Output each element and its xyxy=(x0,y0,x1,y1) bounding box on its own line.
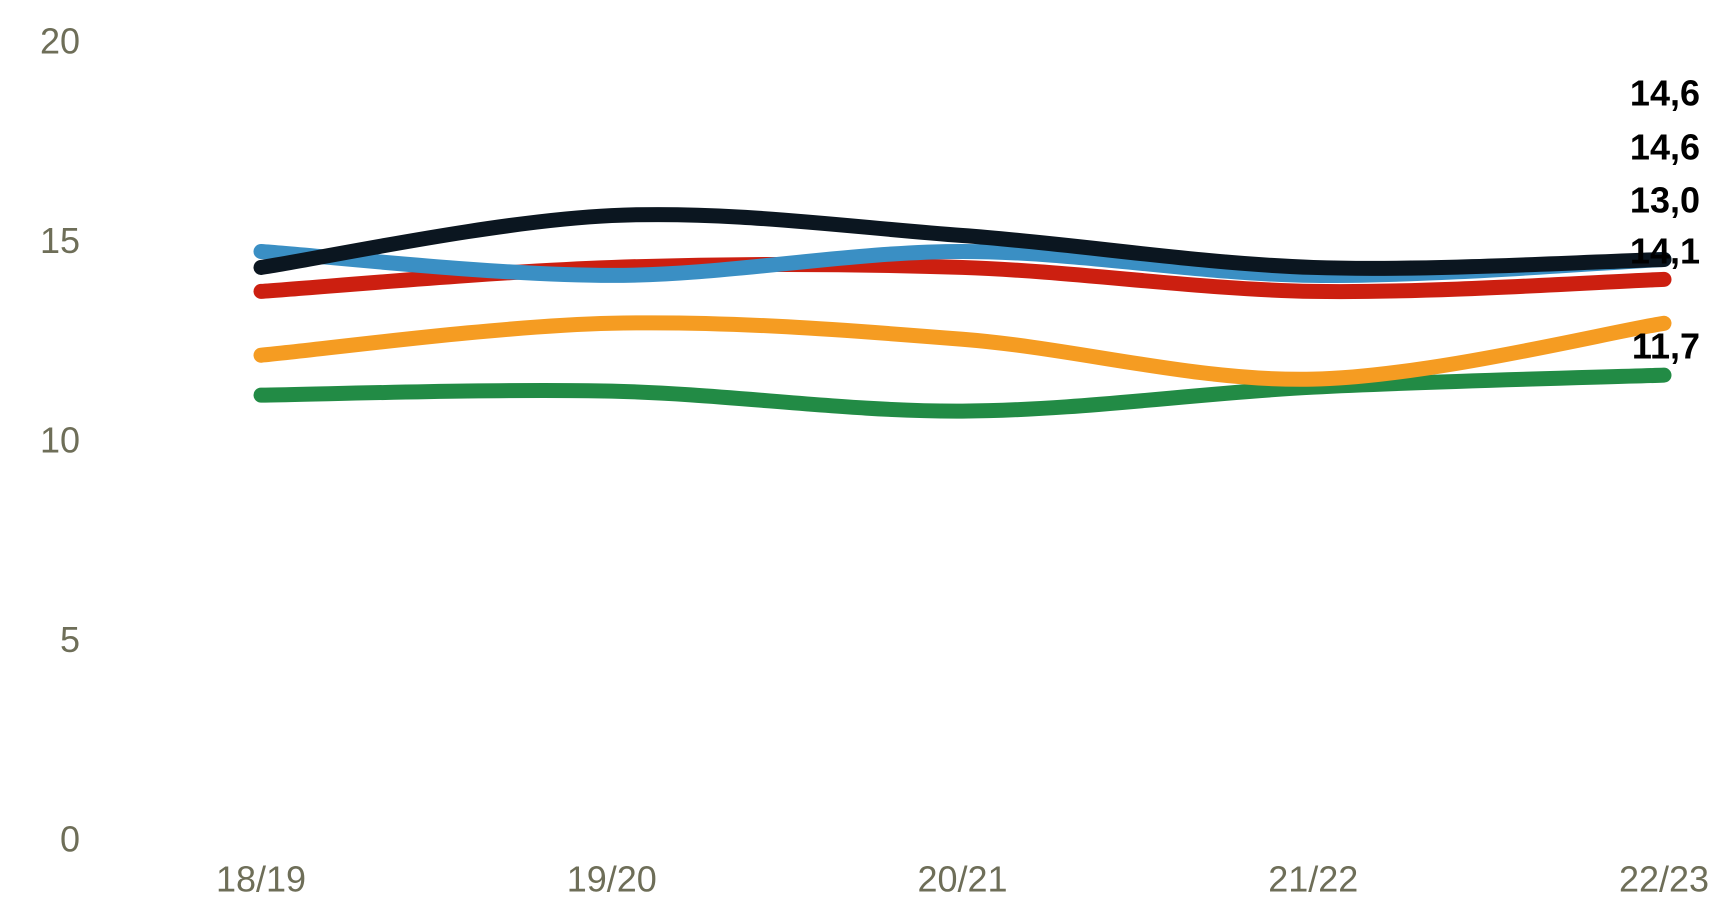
series-line xyxy=(253,207,1672,276)
x-tick-label: 21/22 xyxy=(1268,859,1358,900)
value-label: 11,7 xyxy=(1632,326,1700,367)
y-tick-label: 10 xyxy=(40,420,80,461)
value-label: 14,1 xyxy=(1630,231,1700,272)
x-tick-label: 19/20 xyxy=(567,859,657,900)
series-line xyxy=(253,367,1672,419)
value-label: 14,6 xyxy=(1630,127,1700,168)
y-tick-label: 20 xyxy=(40,21,80,62)
value-label: 14,6 xyxy=(1630,73,1700,114)
y-tick-label: 0 xyxy=(60,819,80,860)
y-tick-label: 5 xyxy=(60,619,80,660)
y-tick-label: 15 xyxy=(40,220,80,261)
x-tick-label: 22/23 xyxy=(1619,859,1709,900)
x-tick-label: 18/19 xyxy=(216,859,306,900)
series-line xyxy=(253,315,1672,387)
value-label: 13,0 xyxy=(1630,180,1700,221)
x-tick-label: 20/21 xyxy=(917,859,1007,900)
